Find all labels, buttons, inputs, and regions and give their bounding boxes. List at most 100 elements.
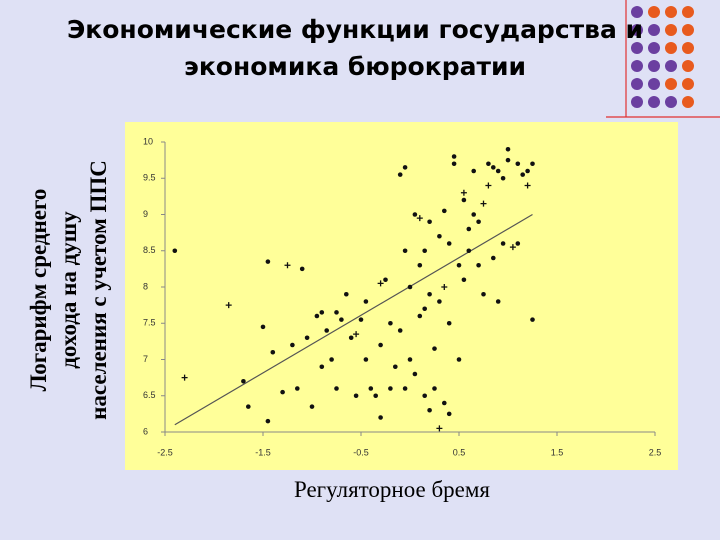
point [373, 393, 379, 399]
point [339, 317, 344, 322]
point [417, 313, 423, 319]
point [461, 277, 467, 283]
point [265, 418, 271, 424]
point [495, 168, 501, 174]
point [353, 331, 360, 338]
deco-dot [682, 60, 694, 72]
point [378, 415, 383, 420]
point [466, 226, 472, 232]
point [509, 244, 516, 251]
point [437, 233, 442, 239]
point [485, 182, 492, 189]
point [299, 266, 305, 272]
point [422, 393, 428, 399]
y-tick-label: 8 [143, 281, 148, 291]
title-line: экономика бюрократии [184, 52, 526, 81]
deco-dot [631, 42, 643, 54]
point [515, 161, 521, 167]
deco-dot [665, 60, 677, 72]
y-label-line: населения с учетом ППС [86, 160, 111, 420]
point [500, 175, 506, 181]
deco-dot [631, 60, 643, 72]
point [402, 386, 408, 391]
point [481, 291, 486, 297]
y-label: Логарифм среднего дохода на душу населен… [26, 160, 111, 420]
y-tick-label: 6 [143, 426, 148, 436]
point [417, 262, 423, 268]
point [368, 386, 374, 391]
x-tick-label: 0.5 [453, 447, 466, 457]
y-tick-label: 8.5 [143, 245, 156, 255]
point [491, 165, 496, 170]
point [427, 219, 432, 225]
point [442, 400, 447, 406]
point [451, 154, 457, 159]
point [491, 255, 496, 261]
point [461, 197, 467, 203]
point [436, 425, 443, 432]
point [446, 320, 452, 326]
point [412, 371, 418, 377]
point [456, 262, 462, 268]
point [393, 364, 398, 370]
point [505, 146, 511, 152]
point [363, 299, 369, 304]
point [181, 374, 188, 381]
point [241, 378, 246, 384]
point [476, 262, 481, 268]
y-tick-label: 10 [143, 136, 153, 146]
point [446, 411, 452, 417]
point [353, 393, 359, 399]
deco-dot [665, 96, 677, 108]
deco-dot [665, 6, 677, 18]
point [486, 161, 491, 167]
point [460, 189, 467, 196]
point [407, 357, 413, 362]
point [344, 291, 349, 297]
point [304, 335, 310, 341]
y-tick-label: 6.5 [143, 390, 156, 400]
point [451, 161, 457, 167]
point [427, 407, 432, 413]
deco-dot [648, 96, 660, 108]
point [441, 284, 448, 290]
point [334, 310, 339, 315]
plot-panel [125, 122, 678, 470]
point [319, 310, 325, 315]
deco-dot [648, 78, 660, 90]
point [402, 248, 408, 254]
x-tick-label: -1.5 [255, 447, 271, 457]
point [466, 248, 472, 254]
point [520, 172, 525, 177]
point [471, 168, 477, 174]
point [422, 306, 428, 312]
point [388, 320, 393, 326]
point [480, 200, 487, 207]
point [525, 168, 530, 174]
y-tick-label: 7 [143, 354, 148, 364]
point [471, 212, 477, 217]
deco-dot [648, 42, 660, 54]
x-tick-label: -0.5 [353, 447, 369, 457]
deco-dots [631, 6, 694, 108]
y-label-line: дохода на душу [56, 211, 81, 369]
deco-dot [682, 42, 694, 54]
y-tick-label: 9 [143, 209, 148, 219]
point [524, 182, 531, 189]
point [476, 219, 481, 225]
point [432, 346, 437, 351]
point [383, 277, 388, 283]
deco-dot [631, 6, 643, 18]
x-tick-label: 1.5 [551, 447, 564, 457]
deco-dot [682, 96, 694, 108]
point [442, 208, 447, 214]
deco-dot [648, 60, 660, 72]
point [314, 313, 320, 319]
point [260, 324, 266, 330]
point [378, 342, 383, 348]
x-tick-label: 2.5 [649, 447, 662, 457]
point [397, 328, 403, 333]
point [515, 241, 521, 246]
deco-dot [682, 24, 694, 36]
